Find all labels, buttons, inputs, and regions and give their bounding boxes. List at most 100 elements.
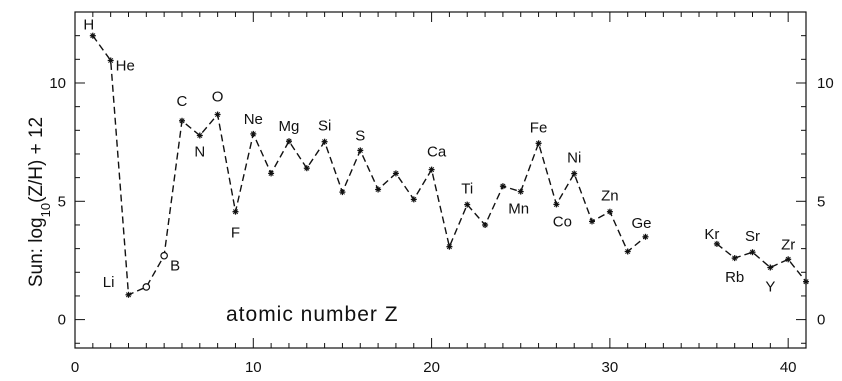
y-axis-title: Sun: log10(Z/H) + 12 <box>26 117 53 287</box>
element-label: Li <box>103 274 115 291</box>
data-point <box>321 138 328 145</box>
element-label: Sr <box>745 228 760 245</box>
plot-frame <box>74 11 807 349</box>
tick-label-layer: 0 10 20 30 40 0 0 5 5 10 10 <box>49 75 833 376</box>
x-tick-label: 10 <box>245 359 262 376</box>
data-point-stroke <box>393 170 399 176</box>
data-point <box>731 255 738 262</box>
y-tick-label-left: 5 <box>58 193 66 210</box>
data-point-stroke <box>803 279 809 285</box>
data-point-stroke <box>785 256 791 262</box>
y-tick-label-right: 5 <box>817 193 825 210</box>
data-point-stroke <box>179 118 185 124</box>
x-axis-inner-label: atomic number Z <box>226 303 399 326</box>
data-point <box>517 188 524 195</box>
data-point-stroke <box>108 57 114 64</box>
element-label: N <box>194 144 205 161</box>
x-tick-label: 20 <box>423 359 440 376</box>
data-point-stroke <box>767 264 773 271</box>
y-tick-label-left: 10 <box>49 75 66 92</box>
y-tick-label-left: 0 <box>58 312 66 329</box>
x-tick-label: 40 <box>780 359 797 376</box>
data-point-stroke <box>749 249 756 255</box>
data-point-stroke <box>571 171 577 177</box>
element-label: B <box>170 258 180 275</box>
data-point <box>428 166 435 173</box>
series-line <box>92 35 646 296</box>
element-label-layer: H He Li B C N O F Ne Mg Si S Ca Ti Mn Fe Co Ni Zn Ge Kr Rb Sr Y… <box>83 17 795 296</box>
marker-layer <box>89 32 809 298</box>
data-point <box>767 264 774 271</box>
data-point <box>286 138 292 145</box>
data-point <box>303 165 310 172</box>
y-tick-label-right: 0 <box>817 312 825 329</box>
data-point-stroke <box>500 183 506 189</box>
data-point <box>464 201 471 208</box>
data-point-stroke <box>607 209 613 215</box>
data-point-stroke <box>215 111 221 118</box>
data-point <box>446 243 453 250</box>
data-point-stroke <box>232 209 239 215</box>
element-label: Zn <box>601 188 619 205</box>
data-point <box>160 251 168 260</box>
data-point-stroke <box>464 202 470 208</box>
data-point <box>125 291 132 298</box>
data-point-stroke <box>732 255 738 261</box>
data-point-stroke <box>268 170 274 176</box>
data-point-stroke <box>411 196 417 202</box>
element-label: Si <box>318 118 331 135</box>
element-label: Co <box>553 213 572 230</box>
data-point <box>357 147 364 154</box>
element-label: Ne <box>244 111 263 128</box>
element-label: O <box>212 88 224 105</box>
data-point <box>713 240 720 247</box>
data-point <box>142 283 151 291</box>
data-point-stroke <box>714 241 720 247</box>
element-label: Ni <box>567 150 581 167</box>
data-point <box>482 222 489 228</box>
element-label: Rb <box>725 269 744 286</box>
element-label: H <box>83 17 94 34</box>
data-point <box>89 32 96 39</box>
y-axis-title-subscript: 10 <box>38 203 53 217</box>
element-label: Fe <box>530 119 548 136</box>
plot-frame-layer <box>74 11 807 349</box>
data-point <box>624 248 631 255</box>
data-point <box>589 218 595 225</box>
data-point-stroke <box>482 222 488 228</box>
data-point <box>785 256 792 263</box>
data-point <box>196 132 203 139</box>
data-point-stroke <box>250 131 256 137</box>
data-point-stroke <box>125 292 132 298</box>
element-label: He <box>116 58 135 75</box>
data-point-stroke <box>357 147 363 153</box>
series-layer <box>92 35 807 296</box>
data-point-stroke <box>286 138 292 144</box>
x-tick-label: 0 <box>71 359 79 376</box>
data-point <box>107 57 114 64</box>
data-point-stroke <box>625 248 631 255</box>
data-point <box>499 183 506 190</box>
data-point <box>749 249 756 256</box>
data-point-stroke <box>642 234 649 240</box>
data-point <box>571 170 578 177</box>
data-point <box>179 117 185 124</box>
data-point <box>250 130 257 137</box>
x-tick-label: 30 <box>602 359 619 376</box>
element-label: Ca <box>427 144 447 161</box>
element-label: C <box>177 93 188 110</box>
element-label: Ge <box>632 215 652 232</box>
data-point-stroke <box>322 139 328 145</box>
data-point-stroke <box>553 201 559 207</box>
data-point-stroke <box>536 140 542 146</box>
data-point <box>268 170 275 177</box>
data-point <box>803 278 809 285</box>
y-tick-label-right: 10 <box>817 75 834 92</box>
data-point <box>553 201 560 208</box>
data-point-stroke <box>429 167 435 173</box>
data-point <box>642 233 649 240</box>
element-label: S <box>355 127 365 144</box>
data-point <box>392 170 399 177</box>
data-point <box>410 196 417 203</box>
y-axis-title-part: Sun: log <box>26 217 47 287</box>
